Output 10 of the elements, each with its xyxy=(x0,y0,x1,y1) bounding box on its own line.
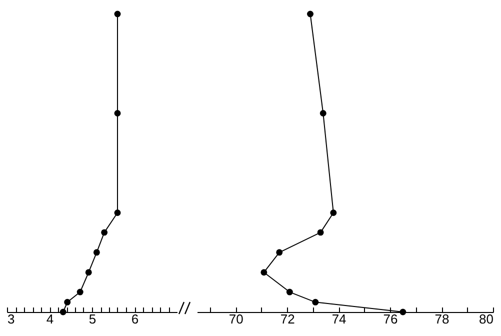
x-tick-label: 70 xyxy=(228,312,244,326)
x-tick-label: 78 xyxy=(434,312,450,326)
x-tick-label: 72 xyxy=(280,312,295,326)
x-tick-label: 76 xyxy=(383,312,398,326)
x-tick-label: 74 xyxy=(332,312,346,326)
x-tick-label: 4 xyxy=(46,312,54,326)
x-tick-label: 3 xyxy=(8,312,15,326)
x-tick-label: 6 xyxy=(131,312,139,326)
x-tick-label: 80 xyxy=(479,312,494,326)
x-tick-label: 5 xyxy=(88,312,96,326)
